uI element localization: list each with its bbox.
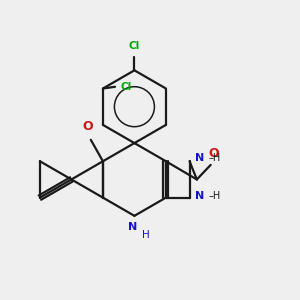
Text: Cl: Cl [129,41,140,51]
Text: N: N [128,222,137,232]
Text: –H: –H [208,154,221,164]
Text: Cl: Cl [120,82,131,92]
Text: –H: –H [208,191,221,201]
Text: O: O [83,120,93,133]
Text: N: N [195,191,204,201]
Text: H: H [142,230,149,240]
Text: O: O [208,147,219,160]
Text: N: N [195,154,204,164]
